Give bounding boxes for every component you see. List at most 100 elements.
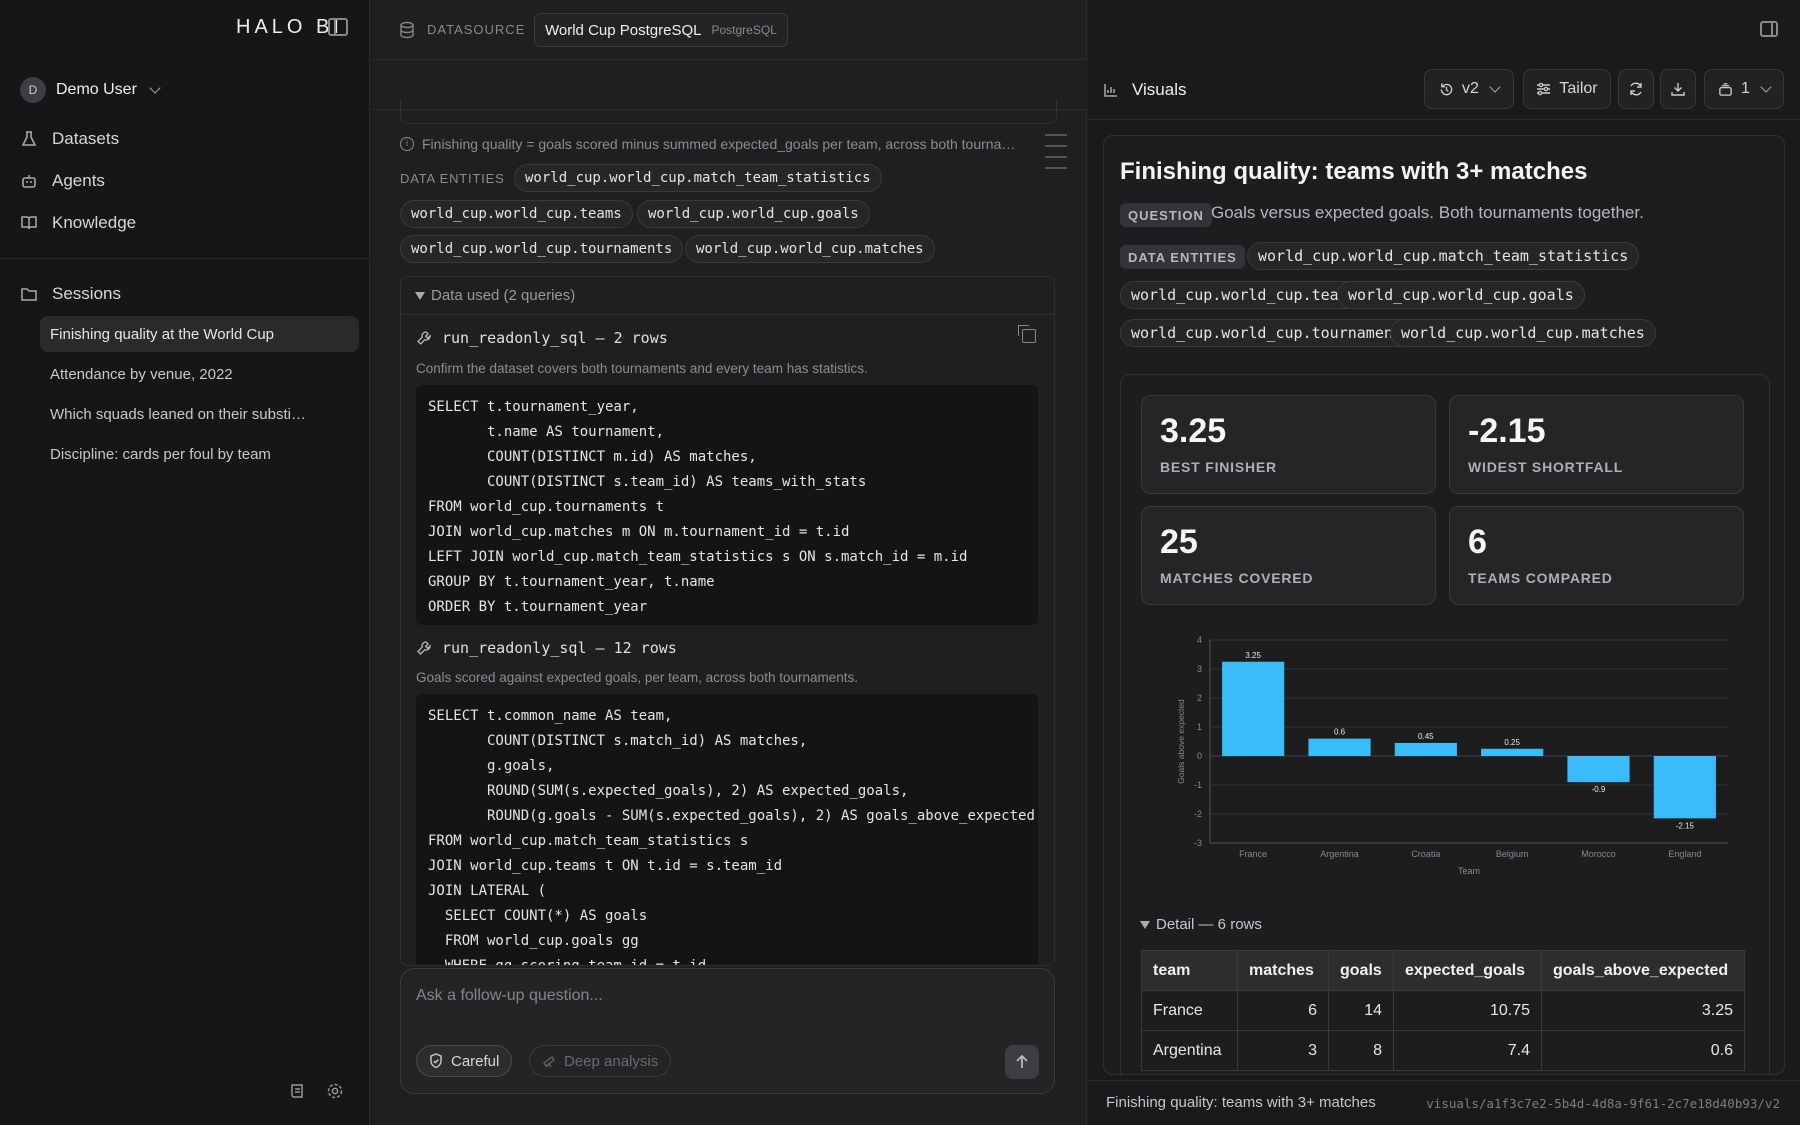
entity-chip[interactable]: world_cup.world_cup.matches	[685, 235, 935, 263]
entity-chip[interactable]: world_cup.world_cup.tournaments	[1120, 319, 1422, 347]
entity-chip[interactable]: world_cup.world_cup.goals	[637, 200, 870, 228]
table-cell: 8	[1328, 1030, 1394, 1071]
info-text: Finishing quality = goals scored minus s…	[422, 136, 1016, 152]
entity-chip[interactable]: world_cup.world_cup.matches	[1390, 319, 1656, 347]
bar	[1308, 738, 1371, 756]
column-header[interactable]: goals_above_expected	[1541, 950, 1745, 991]
detail-table: team matches goals expected_goals goals_…	[1141, 950, 1745, 1071]
gear-icon[interactable]	[326, 1082, 344, 1100]
column-header[interactable]: team	[1141, 950, 1238, 991]
sidebar-item-label: Agents	[52, 171, 105, 190]
detail-toggle[interactable]: Detail — 6 rows	[1140, 916, 1262, 933]
arrow-up-icon	[1015, 1054, 1029, 1070]
session-item[interactable]: Discipline: cards per foul by team	[50, 445, 271, 463]
bar	[1481, 748, 1544, 756]
kpi-card: -2.15 WIDEST SHORTFALL	[1449, 395, 1744, 494]
kpi-card: 3.25 BEST FINISHER	[1141, 395, 1436, 494]
version-select[interactable]: v2	[1424, 69, 1514, 109]
sidebar-item-datasets[interactable]: Datasets	[20, 127, 119, 151]
kpi-value: 3.25	[1160, 412, 1227, 450]
visuals-panel: Visuals v2 Tailor	[1088, 0, 1800, 1125]
entity-chip[interactable]: world_cup.world_cup.match_team_statistic…	[514, 164, 882, 192]
query-description: Goals scored against expected goals, per…	[416, 670, 858, 685]
triangle-down-icon	[1140, 920, 1150, 929]
deep-analysis-button[interactable]: Deep analysis	[529, 1045, 672, 1077]
sql-code-block: SELECT t.tournament_year, t.name AS tour…	[416, 385, 1038, 625]
data-label: -2.15	[1676, 821, 1695, 830]
entity-chip[interactable]: world_cup.world_cup.goals	[1337, 281, 1585, 309]
query-tool-label: run_readonly_sql — 12 rows	[442, 639, 677, 657]
session-item[interactable]: Attendance by venue, 2022	[50, 365, 233, 383]
data-label: 3.25	[1245, 651, 1261, 660]
careful-mode-button[interactable]: Careful	[416, 1045, 513, 1077]
kpi-card: 6 TEAMS COMPARED	[1449, 506, 1744, 605]
data-label: 0.6	[1334, 728, 1346, 737]
column-header[interactable]: expected_goals	[1393, 950, 1542, 991]
layers-select[interactable]: 1	[1704, 69, 1784, 109]
tailor-label: Tailor	[1559, 80, 1598, 97]
entity-chip[interactable]: world_cup.world_cup.teams	[1120, 281, 1368, 309]
table-cell: Argentina	[1141, 1030, 1238, 1071]
session-item[interactable]: Finishing quality at the World Cup	[40, 316, 359, 352]
kpi-label: WIDEST SHORTFALL	[1468, 459, 1624, 475]
footer-path: visuals/a1f3c7e2-5b4d-4d8a-9f61-2c7e18d4…	[1426, 1096, 1780, 1111]
chevron-down-icon	[1760, 81, 1772, 93]
panel-toggle-icon[interactable]	[1760, 21, 1778, 37]
datasource-type: PostgreSQL	[711, 23, 777, 37]
data-used-toggle[interactable]: Data used (2 queries)	[401, 277, 1054, 315]
bar-chart: 4 3 2 1 0 -1 -2 -3 3.25 France 0.6 Argentina 0.45 Cro…	[1176, 635, 1728, 876]
column-header[interactable]: matches	[1237, 950, 1329, 991]
entity-chip[interactable]: world_cup.world_cup.teams	[400, 200, 633, 228]
sidebar-item-agents[interactable]: Agents	[20, 169, 105, 193]
kpi-value: 6	[1468, 523, 1487, 561]
session-item[interactable]: Which squads leaned on their substi…	[50, 405, 306, 423]
download-button[interactable]	[1660, 69, 1696, 109]
entity-chip[interactable]: world_cup.world_cup.tournaments	[400, 235, 684, 263]
visual-title: Finishing quality: teams with 3+ matches	[1120, 158, 1588, 185]
bar-chart-icon	[1103, 82, 1119, 98]
data-label: -0.9	[1592, 785, 1606, 794]
copy-icon[interactable]	[1018, 325, 1036, 343]
visuals-title: Visuals	[1132, 80, 1187, 99]
kpi-label: MATCHES COVERED	[1160, 570, 1314, 586]
telescope-icon	[542, 1054, 556, 1068]
table-row: Argentina 3 8 7.4 0.6	[1141, 1030, 1745, 1071]
sessions-label: Sessions	[52, 284, 121, 303]
book-icon	[20, 214, 38, 232]
sidebar-item-knowledge[interactable]: Knowledge	[20, 211, 136, 235]
data-label: 0.45	[1418, 732, 1434, 741]
sidebar-toggle-icon[interactable]	[328, 18, 348, 36]
bar	[1653, 756, 1716, 819]
user-menu[interactable]: D Demo User	[20, 77, 161, 103]
entity-chip[interactable]: world_cup.world_cup.match_team_statistic…	[1247, 242, 1640, 270]
info-icon: i	[400, 137, 414, 151]
chevron-down-icon	[1489, 81, 1501, 93]
wrench-icon	[416, 640, 432, 656]
data-used-label: Data used (2 queries)	[431, 287, 576, 304]
question-text: Goals versus expected goals. Both tourna…	[1211, 203, 1644, 222]
tailor-button[interactable]: Tailor	[1523, 69, 1611, 109]
visuals-header: Visuals v2 Tailor	[1088, 60, 1800, 120]
y-tick-label: 1	[1197, 722, 1202, 732]
send-button[interactable]	[1005, 1045, 1039, 1079]
table-cell: 6	[1237, 990, 1329, 1031]
scrollbar-handle[interactable]	[1045, 134, 1067, 169]
x-tick-label: Morocco	[1581, 849, 1616, 859]
follow-up-input[interactable]	[416, 987, 1016, 1005]
wrench-icon	[416, 330, 432, 346]
sessions-header[interactable]: Sessions	[20, 282, 121, 306]
question-tag: QUESTION	[1120, 203, 1212, 227]
column-header[interactable]: goals	[1328, 950, 1394, 991]
robot-icon	[20, 172, 38, 190]
data-used-panel: Data used (2 queries) run_readonly_sql —…	[400, 276, 1055, 966]
query-description: Confirm the dataset covers both tourname…	[416, 361, 868, 376]
deep-analysis-label: Deep analysis	[564, 1052, 659, 1070]
avatar: D	[20, 77, 46, 103]
info-note: i Finishing quality = goals scored minus…	[400, 136, 1040, 152]
refresh-button[interactable]	[1618, 69, 1654, 109]
sidebar-item-label: Datasets	[52, 129, 120, 148]
datasource-select[interactable]: World Cup PostgreSQL PostgreSQL	[534, 13, 788, 47]
scroll-icon[interactable]	[288, 1082, 306, 1100]
table-cell: France	[1141, 990, 1238, 1031]
x-tick-label: Argentina	[1320, 849, 1359, 859]
